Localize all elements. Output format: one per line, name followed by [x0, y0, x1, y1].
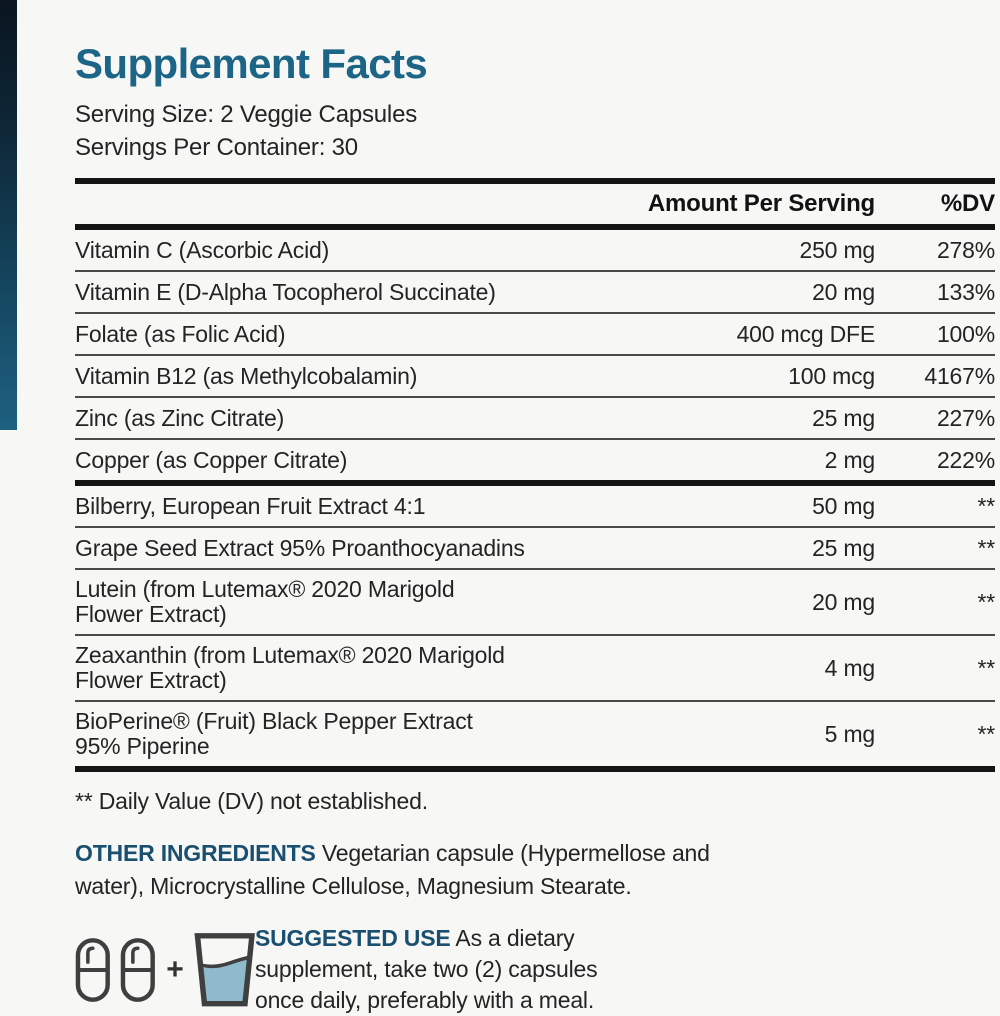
nutrient-name: Grape Seed Extract 95% Proanthocyanadins [75, 534, 645, 561]
divider-thick [75, 766, 995, 773]
page-title: Supplement Facts [75, 40, 428, 87]
nutrient-name: Zeaxanthin (from Lutemax® 2020 Marigold … [75, 643, 645, 693]
table-row: Zeaxanthin (from Lutemax® 2020 Marigold … [75, 634, 995, 700]
dosage-icons: + [75, 932, 255, 1008]
table-row: Vitamin B12 (as Methylcobalamin) 100 mcg… [75, 354, 995, 396]
nutrient-name-line: 95% Piperine [75, 733, 210, 760]
table-row: Vitamin C (Ascorbic Acid) 250 mg 278% [75, 230, 995, 270]
divider-thick [75, 178, 995, 185]
nutrient-name-line: Vitamin C (Ascorbic Acid) [75, 236, 330, 263]
nutrient-amount: 25 mg [812, 535, 875, 562]
table-row: Folate (as Folic Acid) 400 mcg DFE 100% [75, 312, 995, 354]
column-header-amount: Amount Per Serving [647, 190, 875, 218]
nutrient-name-line: Lutein (from Lutemax® 2020 Marigold [75, 576, 455, 603]
nutrient-dv: 100% [936, 321, 995, 348]
supplement-facts-panel: Supplement Facts Serving Size: 2 Veggie … [75, 0, 995, 1016]
nutrient-amount: 250 mg [799, 237, 875, 264]
nutrient-dv: 227% [936, 405, 995, 432]
nutrient-amount: 20 mg [812, 589, 875, 616]
table-row: Lutein (from Lutemax® 2020 Marigold Flow… [75, 568, 995, 634]
serving-size: Serving Size: 2 Veggie Capsules [75, 101, 418, 129]
nutrient-name-line: BioPerine® (Fruit) Black Pepper Extract [75, 708, 473, 735]
nutrient-name-line: Bilberry, European Fruit Extract 4:1 [75, 492, 426, 519]
nutrient-dv: ** [977, 721, 995, 748]
nutrient-amount: 4 mg [824, 655, 876, 682]
nutrient-amount: 5 mg [824, 721, 876, 748]
divider-thick [75, 224, 995, 231]
nutrient-dv: ** [977, 535, 995, 562]
nutrient-amount: 400 mcg DFE [736, 321, 876, 348]
column-header-dv: %DV [940, 190, 995, 218]
nutrient-amount: 25 mg [812, 405, 875, 432]
table-row: Bilberry, European Fruit Extract 4:1 50 … [75, 486, 995, 526]
nutrient-name: Vitamin C (Ascorbic Acid) [75, 236, 645, 263]
nutrient-name: Vitamin B12 (as Methylcobalamin) [75, 362, 645, 389]
nutrient-name-line: Grape Seed Extract 95% Proanthocyanadins [75, 534, 525, 561]
botanicals-section: Bilberry, European Fruit Extract 4:1 50 … [75, 486, 995, 766]
daily-value-footnote: ** Daily Value (DV) not established. [75, 788, 428, 815]
nutrient-dv: 4167% [924, 363, 995, 390]
nutrient-name-line: Zeaxanthin (from Lutemax® 2020 Marigold [75, 642, 505, 669]
other-ingredients-text: Vegetarian capsule (Hypermellose and wat… [75, 840, 710, 900]
nutrient-dv: ** [977, 589, 995, 616]
table-row: Vitamin E (D-Alpha Tocopherol Succinate)… [75, 270, 995, 312]
nutrient-name: Bilberry, European Fruit Extract 4:1 [75, 492, 645, 519]
water-glass-icon [194, 932, 255, 1006]
table-row: Grape Seed Extract 95% Proanthocyanadins… [75, 526, 995, 568]
nutrient-dv: ** [977, 493, 995, 520]
serving-info: Serving Size: 2 Veggie Capsules Servings… [75, 98, 995, 164]
nutrient-dv: 278% [936, 237, 995, 264]
suggested-use-paragraph: SUGGESTED USE As a dietary supplement, t… [255, 923, 650, 1016]
suggested-use-block: + SUGGESTED USE As a dietary supplement,… [75, 923, 995, 1016]
nutrient-name-line: Vitamin E (D-Alpha Tocopherol Succinate) [75, 278, 496, 305]
nutrient-name: Folate (as Folic Acid) [75, 320, 645, 347]
nutrient-name: Copper (as Copper Citrate) [75, 446, 645, 473]
divider-thick [75, 480, 995, 487]
nutrient-dv: 222% [936, 447, 995, 474]
nutrient-amount: 50 mg [812, 493, 875, 520]
nutrient-name: Lutein (from Lutemax® 2020 Marigold Flow… [75, 577, 645, 627]
vitamins-minerals-section: Vitamin C (Ascorbic Acid) 250 mg 278% Vi… [75, 230, 995, 480]
nutrient-dv: ** [977, 655, 995, 682]
nutrient-name-line: Copper (as Copper Citrate) [75, 446, 348, 473]
nutrient-amount: 100 mcg [788, 363, 875, 390]
other-ingredients: OTHER INGREDIENTS Vegetarian capsule (Hy… [75, 837, 765, 903]
nutrient-name-line: Zinc (as Zinc Citrate) [75, 404, 285, 431]
nutrient-amount: 20 mg [812, 279, 875, 306]
plus-icon: + [166, 952, 184, 986]
other-ingredients-label: OTHER INGREDIENTS [75, 840, 316, 867]
nutrient-name-line: Flower Extract) [75, 601, 227, 628]
nutrient-name: Vitamin E (D-Alpha Tocopherol Succinate) [75, 278, 645, 305]
suggested-use-label: SUGGESTED USE [255, 925, 451, 952]
table-row: BioPerine® (Fruit) Black Pepper Extract … [75, 700, 995, 766]
nutrient-name-line: Folate (as Folic Acid) [75, 320, 286, 347]
table-row: Zinc (as Zinc Citrate) 25 mg 227% [75, 396, 995, 438]
nutrient-amount: 2 mg [824, 447, 876, 474]
nutrient-name: BioPerine® (Fruit) Black Pepper Extract … [75, 709, 645, 759]
nutrient-name-line: Flower Extract) [75, 667, 227, 694]
servings-per-container: Servings Per Container: 30 [75, 134, 358, 162]
capsule-icon [120, 937, 155, 1002]
capsule-icon [75, 937, 110, 1002]
nutrient-dv: 133% [936, 279, 995, 306]
nutrient-name-line: Vitamin B12 (as Methylcobalamin) [75, 362, 418, 389]
nutrient-name: Zinc (as Zinc Citrate) [75, 404, 645, 431]
left-accent-bar [0, 0, 17, 430]
table-row: Copper (as Copper Citrate) 2 mg 222% [75, 438, 995, 480]
table-header-row: Amount Per Serving %DV [75, 184, 995, 224]
